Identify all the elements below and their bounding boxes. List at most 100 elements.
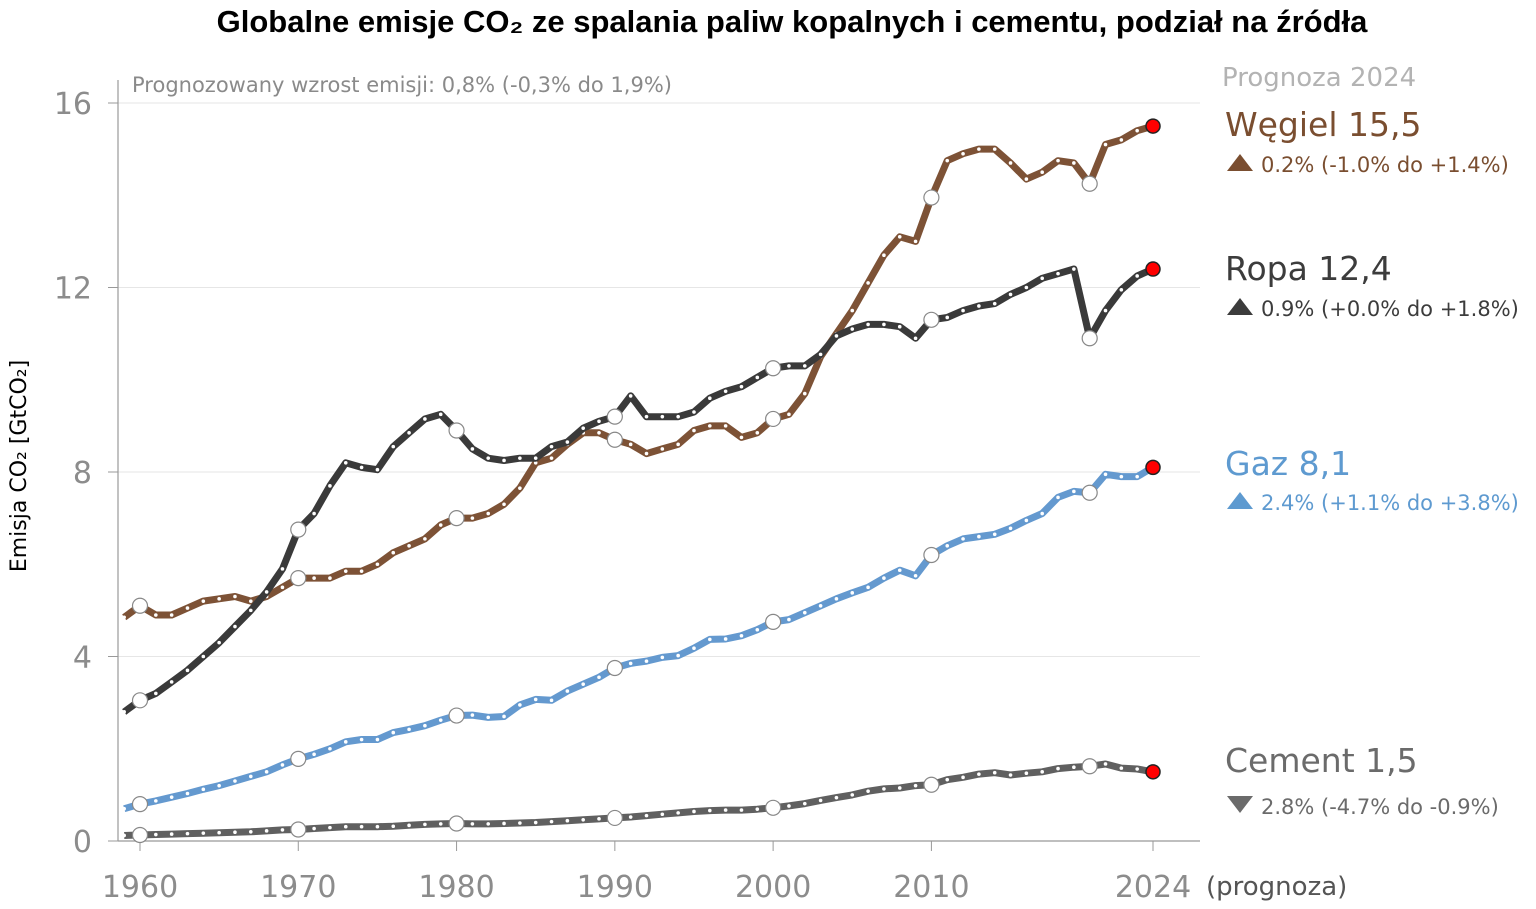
- data-point: [375, 467, 380, 472]
- forecast-point: [1145, 459, 1161, 476]
- data-point: [328, 746, 332, 751]
- x-tick-label: 2010: [893, 870, 969, 905]
- data-point: [1040, 770, 1045, 774]
- series-line: [123, 464, 1155, 813]
- data-point: [739, 384, 744, 389]
- data-point: [122, 710, 126, 714]
- data-point: [169, 680, 174, 684]
- data-point: [1008, 161, 1013, 165]
- data-point: [217, 597, 221, 601]
- data-point: [328, 576, 332, 580]
- data-point: [882, 787, 886, 791]
- triangle-down-icon: [1227, 796, 1253, 813]
- data-point: [438, 718, 443, 722]
- x-tick-label: 2024: [1115, 870, 1191, 905]
- data-point: [486, 822, 491, 826]
- data-point: [692, 410, 696, 414]
- data-point: [201, 787, 206, 792]
- data-point: [913, 783, 918, 788]
- data-point: [391, 444, 396, 449]
- data-point: [470, 713, 475, 717]
- data-point: [502, 502, 506, 507]
- data-point: [359, 465, 364, 470]
- data-point: [597, 817, 601, 821]
- series-węgiel: [122, 118, 1161, 621]
- series-line: [122, 265, 1155, 715]
- data-point: [201, 654, 206, 659]
- data-point: [850, 591, 855, 595]
- decade-point: [923, 189, 940, 206]
- label-ropa: Ropa 12,4 0.9% (+0.0% do +1.8%): [1225, 249, 1519, 321]
- data-point: [1056, 271, 1060, 276]
- label-cement: Cement 1,5 2.8% (-4.7% do -0.9%): [1225, 741, 1499, 819]
- decade-point: [765, 613, 782, 631]
- x-tick-label: 1960: [102, 870, 178, 905]
- legend-header: Prognoza 2024: [1222, 63, 1416, 93]
- data-point: [1056, 495, 1060, 500]
- x-ticks: 1960 1970 1980 1990 2000 2010 2024 (prognoza): [102, 841, 1347, 905]
- data-point: [423, 723, 427, 728]
- data-point: [533, 820, 538, 825]
- data-point: [802, 610, 807, 615]
- data-point: [438, 822, 443, 826]
- data-point: [518, 821, 522, 825]
- data-point: [581, 682, 585, 686]
- data-point: [518, 486, 522, 490]
- data-point: [154, 613, 158, 617]
- data-point: [660, 655, 665, 660]
- data-point: [897, 324, 902, 329]
- data-point: [217, 830, 221, 835]
- data-point: [739, 808, 744, 812]
- data-point: [248, 829, 253, 834]
- triangle-up-icon: [1227, 492, 1253, 509]
- data-point: [802, 364, 807, 368]
- decade-point: [290, 821, 307, 838]
- decade-point: [131, 692, 149, 709]
- data-point: [597, 430, 601, 435]
- x-tick-label: 1980: [418, 870, 494, 905]
- series-line: [122, 122, 1154, 621]
- data-point: [359, 737, 364, 742]
- data-point: [343, 460, 348, 465]
- triangle-up-icon: [1227, 298, 1253, 315]
- data-point: [597, 675, 601, 680]
- decade-point: [606, 659, 623, 677]
- data-point: [644, 659, 649, 663]
- data-point: [818, 352, 823, 357]
- series-gaz: [122, 459, 1161, 813]
- data-point: [850, 793, 855, 797]
- data-point: [897, 786, 902, 790]
- data-point: [992, 770, 997, 775]
- forecast-point: [1145, 261, 1161, 277]
- data-point: [644, 414, 649, 419]
- data-point: [977, 147, 981, 151]
- data-point: [787, 617, 791, 622]
- data-point: [628, 394, 633, 398]
- series-ropa: [122, 261, 1161, 715]
- data-point: [1040, 276, 1045, 281]
- data-point: [1056, 766, 1060, 771]
- data-point: [644, 813, 649, 818]
- data-point: [565, 818, 570, 823]
- y-tick-label: 12: [54, 272, 92, 307]
- data-point: [1135, 474, 1139, 479]
- data-point: [1072, 489, 1076, 494]
- data-point: [407, 430, 411, 435]
- data-point: [486, 715, 491, 720]
- triangle-up-icon: [1227, 154, 1253, 171]
- forecast-point: [1145, 764, 1161, 780]
- data-point: [882, 322, 886, 327]
- series-labels: Węgiel 15,5 0.2% (-1.0% do +1.4%) Ropa 12,…: [1225, 105, 1519, 819]
- data-point: [549, 444, 554, 449]
- data-point: [1040, 511, 1045, 516]
- decade-point: [131, 826, 149, 844]
- data-point: [787, 364, 791, 368]
- data-point: [913, 573, 918, 578]
- data-point: [644, 451, 649, 456]
- data-point: [992, 301, 997, 306]
- series-change: 0.2% (-1.0% do +1.4%): [1261, 153, 1509, 177]
- data-point: [961, 151, 965, 156]
- data-point: [233, 624, 237, 629]
- data-point: [438, 412, 443, 417]
- y-tick-label: 16: [54, 87, 92, 122]
